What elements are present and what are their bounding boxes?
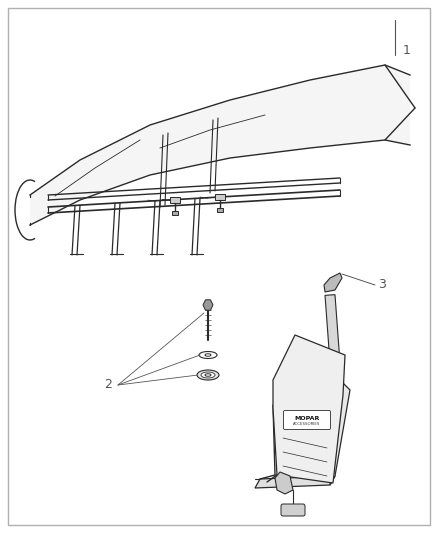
Text: MOPAR: MOPAR bbox=[294, 416, 320, 421]
Text: 3: 3 bbox=[378, 279, 386, 292]
FancyBboxPatch shape bbox=[281, 504, 305, 516]
Bar bbox=[172, 211, 178, 215]
FancyBboxPatch shape bbox=[283, 410, 331, 430]
Text: 2: 2 bbox=[104, 378, 112, 392]
Ellipse shape bbox=[199, 351, 217, 359]
Ellipse shape bbox=[205, 354, 211, 356]
Text: 1: 1 bbox=[403, 44, 411, 56]
Polygon shape bbox=[324, 273, 342, 292]
Polygon shape bbox=[275, 472, 293, 494]
Polygon shape bbox=[203, 300, 213, 310]
Text: ACCESSORIES: ACCESSORIES bbox=[293, 422, 321, 426]
Polygon shape bbox=[330, 383, 350, 485]
Bar bbox=[215, 194, 225, 200]
Ellipse shape bbox=[197, 370, 219, 380]
Bar bbox=[217, 208, 223, 212]
Bar bbox=[170, 197, 180, 203]
Ellipse shape bbox=[205, 374, 211, 376]
Polygon shape bbox=[255, 476, 335, 488]
Ellipse shape bbox=[201, 372, 215, 378]
Polygon shape bbox=[273, 335, 345, 483]
Polygon shape bbox=[325, 295, 342, 390]
Polygon shape bbox=[30, 65, 410, 225]
